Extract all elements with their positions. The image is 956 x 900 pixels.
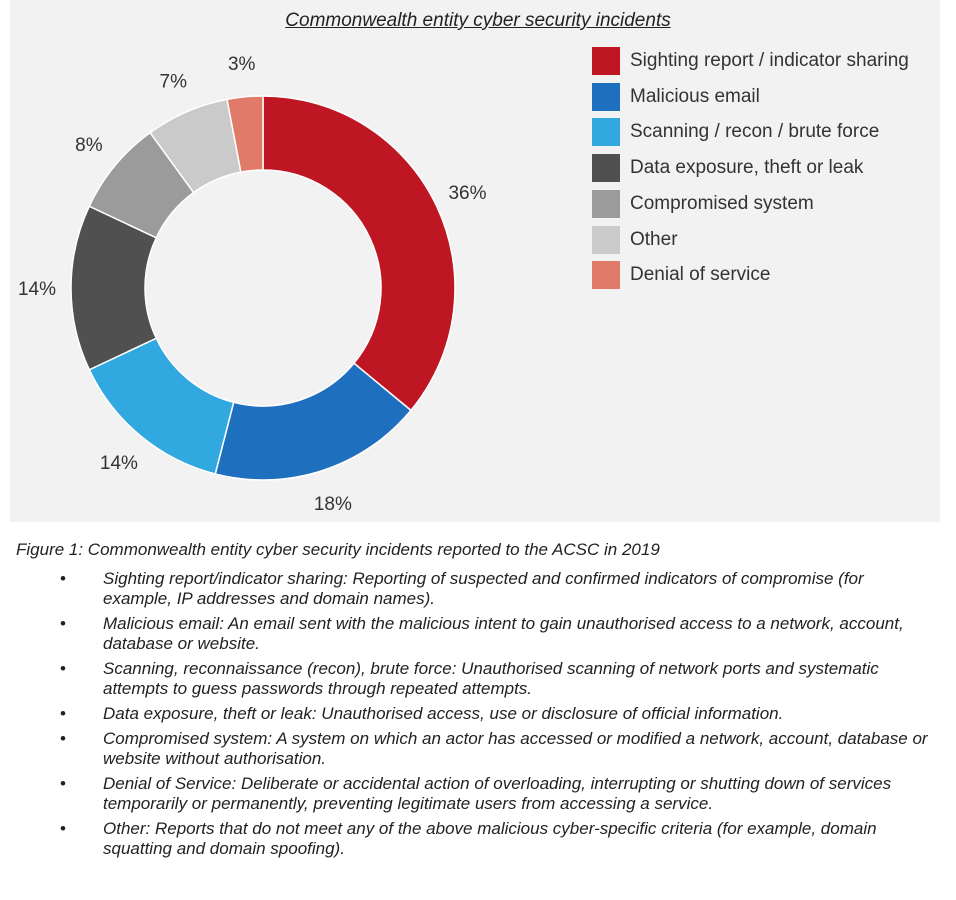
legend-item-malicious-email: Malicious email: [592, 82, 932, 111]
bullet-icon: •: [60, 569, 66, 588]
data-label-sighting-report-indicator-sharing: 36%: [448, 183, 486, 204]
donut-chart: 36% 18% 14% 14% 8% 7% 3%: [18, 54, 487, 515]
slice-denial-of-service: [226, 95, 264, 173]
data-label-compromised-system: 8%: [75, 135, 103, 156]
legend-label: Denial of service: [630, 264, 771, 286]
definition-item: • Compromised system: A system on which a…: [0, 729, 956, 769]
definition-text: Scanning, reconnaissance (recon), brute …: [103, 659, 879, 698]
legend-item-other: Other: [592, 225, 932, 254]
legend-label: Malicious email: [630, 85, 760, 107]
bullet-icon: •: [60, 819, 66, 838]
legend-item-denial-of-service: Denial of service: [592, 261, 932, 290]
definition-item: • Malicious email: An email sent with the…: [0, 614, 956, 654]
data-label-malicious-email: 18%: [314, 494, 352, 515]
bullet-icon: •: [60, 614, 66, 633]
definition-text: Denial of Service: Deliberate or acciden…: [103, 774, 892, 813]
definitions-list: • Sighting report/indicator sharing: Repo…: [0, 569, 956, 864]
legend-swatch: [592, 225, 620, 254]
legend-swatch: [592, 82, 620, 111]
definition-item: • Scanning, reconnaissance (recon), brute…: [0, 659, 956, 699]
legend-item-sighting-report-indicator-sharing: Sighting report / indicator sharing: [592, 47, 932, 75]
data-label-data-exposure-theft-or-leak: 14%: [18, 279, 56, 300]
legend-label: Sighting report / indicator sharing: [630, 50, 909, 71]
definition-text: Other: Reports that do not meet any of t…: [103, 819, 877, 858]
definition-text: Malicious email: An email sent with the …: [103, 614, 904, 653]
definition-text: Sighting report/indicator sharing: Repor…: [103, 569, 864, 608]
definition-text: Data exposure, theft or leak: Unauthoris…: [103, 704, 784, 723]
legend-swatch: [592, 154, 620, 183]
legend-swatch: [592, 261, 620, 290]
legend-label: Compromised system: [630, 192, 814, 214]
chart-title: Commonwealth entity cyber security incid…: [285, 10, 671, 31]
slice-sighting-report-indicator-sharing: [262, 95, 456, 412]
data-label-denial-of-service: 3%: [228, 54, 256, 75]
definition-item: • Data exposure, theft or leak: Unauthori…: [0, 704, 956, 724]
bullet-icon: •: [60, 774, 66, 793]
definition-item: • Denial of Service: Deliberate or accide…: [0, 774, 956, 814]
definition-item: • Other: Reports that do not meet any of …: [0, 819, 956, 859]
bullet-icon: •: [60, 659, 66, 678]
legend-swatch: [592, 189, 620, 218]
legend-item-scanning-recon-brute-force: Scanning / recon / brute force: [592, 118, 932, 147]
figure-caption: Figure 1: Commonwealth entity cyber secu…: [16, 540, 660, 559]
bullet-icon: •: [60, 729, 66, 748]
legend-item-compromised-system: Compromised system: [592, 189, 932, 218]
definition-text: Compromised system: A system on which an…: [103, 729, 928, 768]
legend-label: Data exposure, theft or leak: [630, 157, 864, 179]
definition-item: • Sighting report/indicator sharing: Repo…: [0, 569, 956, 609]
data-label-scanning-recon-brute-force: 14%: [100, 453, 138, 474]
bullet-icon: •: [60, 704, 66, 723]
legend-label: Other: [630, 228, 678, 250]
legend-label: Scanning / recon / brute force: [630, 121, 880, 143]
data-label-other: 7%: [160, 72, 188, 93]
legend-swatch: [592, 47, 620, 75]
legend-swatch: [592, 118, 620, 147]
legend-item-data-exposure-theft-or-leak: Data exposure, theft or leak: [592, 154, 932, 183]
